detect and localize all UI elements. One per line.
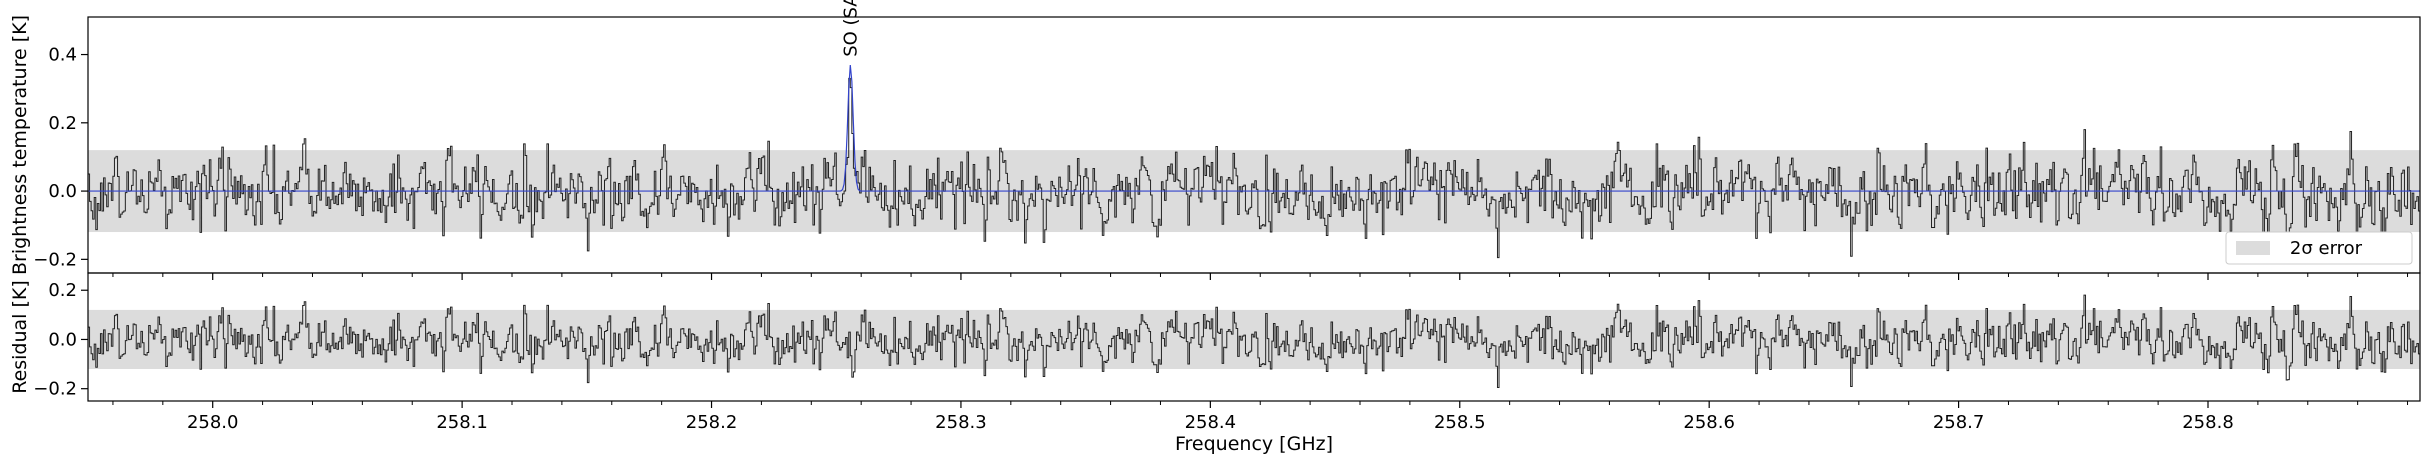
legend-swatch — [2236, 241, 2270, 255]
top-y-tick-label: −0.2 — [33, 249, 77, 270]
top-observed-spectrum — [88, 77, 2421, 259]
line-annotation-so: SO (SA) — [840, 0, 861, 57]
top-y-tick-label: 0.2 — [48, 113, 77, 134]
x-tick-label: 258.0 — [187, 412, 239, 433]
bottom-x-axis: 258.0 258.1 258.2 258.3 258.4 258.5 258.6 258.7… — [112, 401, 2409, 433]
x-tick-label: 258.8 — [2182, 412, 2234, 433]
bottom-y-tick-label: 0.0 — [48, 329, 77, 350]
bottom-y-tick-label: 0.2 — [48, 280, 77, 301]
top-panel-frame — [87, 16, 2421, 274]
bottom-y-axis: −0.2 0.0 0.2 — [33, 280, 88, 400]
top-x-ticks — [112, 273, 2409, 280]
x-tick-label: 258.2 — [686, 412, 738, 433]
top-y-tick-label: 0.0 — [48, 181, 77, 202]
legend: 2σ error — [2225, 231, 2413, 265]
bottom-y-axis-label: Residual [K] — [9, 280, 31, 394]
legend-label: 2σ error — [2290, 238, 2363, 259]
bottom-y-tick-label: −0.2 — [33, 379, 77, 400]
legend-frame — [2225, 231, 2413, 265]
bottom-panel-frame — [87, 272, 2421, 402]
top-y-axis-label: Brightness temperature [K] — [9, 15, 31, 275]
residual-spectrum — [88, 294, 2421, 388]
x-tick-label: 258.6 — [1683, 412, 1735, 433]
x-tick-label: 258.4 — [1185, 412, 1237, 433]
spectrum-panel: −0.2 0.0 0.2 0.4 Brightness temperature [K]… — [9, 0, 2421, 280]
top-model-spectrum — [88, 64, 2420, 192]
x-tick-label: 258.7 — [1933, 412, 1985, 433]
x-tick-label: 258.1 — [436, 412, 488, 433]
top-y-axis: −0.2 0.0 0.2 0.4 — [33, 45, 88, 270]
x-axis-label: Frequency [GHz] — [1175, 433, 1333, 455]
top-y-tick-label: 0.4 — [48, 45, 77, 66]
residual-panel: −0.20.00.2 258.0 258.1 258.2 258.3 258.4 258.… — [9, 272, 2421, 455]
x-tick-label: 258.5 — [1434, 412, 1486, 433]
x-tick-label: 258.3 — [935, 412, 987, 433]
